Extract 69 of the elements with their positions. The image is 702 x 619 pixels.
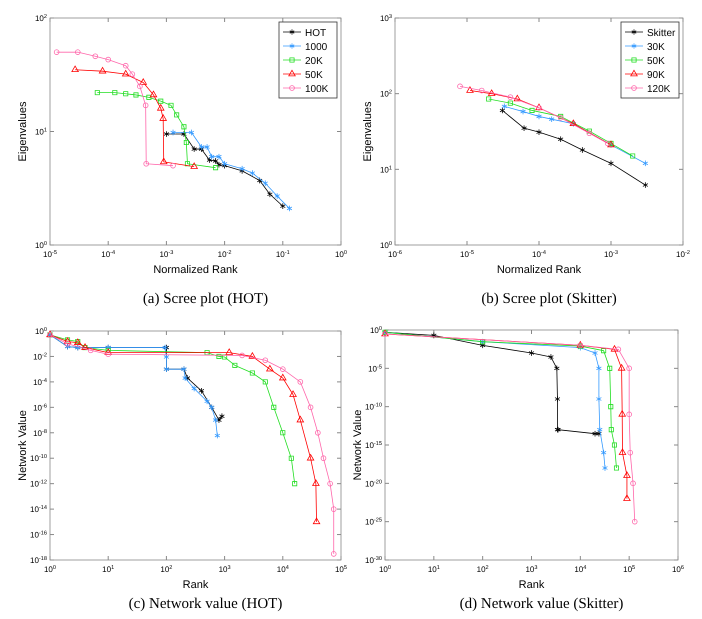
legend-label: 50K	[305, 70, 324, 81]
legend-label: 100K	[305, 84, 329, 95]
x-tick-label: 10$^{-4}$	[532, 250, 546, 259]
legend-label: 20K	[305, 56, 324, 67]
text: (c) Network value (HOT)	[128, 596, 282, 612]
x-axis-title: Rank	[518, 579, 545, 591]
x-tick-label: 10$^{-6}$	[388, 250, 402, 259]
x-tick-label: 10$^{-4}$	[101, 250, 116, 259]
legend-label: 1000	[305, 42, 328, 53]
x-tick-label: 10$^{-1}$	[276, 250, 290, 259]
x-tick-label: 10$^{3}$	[218, 565, 231, 574]
y-tick-label: 10$^{-16}$	[30, 530, 47, 540]
x-tick-label: 10$^{2}$	[476, 565, 489, 574]
x-tick-label: 10$^{-3}$	[604, 250, 618, 259]
y-tick-label: 10$^{-15}$	[365, 441, 382, 450]
y-tick-label: 10$^{-8}$	[33, 428, 47, 438]
legend-label: Skitter	[647, 28, 676, 39]
x-tick-label: 10$^{-5}$	[43, 250, 57, 259]
text: (a) Scree plot (HOT)	[142, 291, 268, 307]
x-tick-label: 10$^{5}$	[623, 565, 636, 574]
legend-label: HOT	[305, 28, 326, 39]
y-tick-label: 10$^{-14}$	[30, 505, 47, 514]
y-tick-label: 10$^{0}$	[380, 241, 392, 250]
y-tick-label: 10$^{-4}$	[33, 378, 47, 387]
x-tick-label: 10$^{2}$	[160, 565, 172, 574]
y-tick-label: 10$^{0}$	[34, 241, 47, 250]
y-axis-title: Eigenvalues	[17, 101, 29, 162]
y-tick-label: 10$^{1}$	[380, 165, 392, 174]
y-tick-label: 10$^{-2}$	[33, 352, 47, 362]
y-tick-label: 10$^{-25}$	[365, 518, 382, 527]
y-tick-label: 10$^{-6}$	[33, 403, 47, 412]
legend-label: 30K	[647, 42, 666, 53]
y-tick-label: 10$^{0}$	[34, 327, 47, 336]
y-axis-title: Network Value	[17, 410, 29, 481]
x-tick-label: 10$^{-3}$	[159, 250, 174, 259]
y-tick-label: 10$^{-20}$	[365, 479, 382, 488]
y-tick-label: 10$^{2}$	[380, 90, 392, 99]
y-tick-label: 10$^{-10}$	[30, 454, 47, 464]
x-tick-label: 10$^{4}$	[574, 565, 586, 574]
y-axis-title: Network Value	[352, 410, 364, 480]
y-tick-label: 10$^{-12}$	[30, 480, 47, 489]
y-tick-label: 10$^{1}$	[34, 128, 47, 136]
x-tick-label: 10$^{-2}$	[218, 250, 232, 259]
legend-label: 90K	[647, 70, 666, 81]
y-tick-label: 10$^{-5}$	[368, 364, 382, 374]
x-tick-label: 10$^{1}$	[102, 565, 114, 574]
y-tick-label: 10$^{-10}$	[365, 402, 382, 412]
y-tick-label: 10$^{0}$	[370, 326, 382, 335]
x-axis-title: Rank	[182, 579, 209, 591]
x-tick-label: 10$^{0}$	[334, 250, 348, 259]
legend-label: 50K	[647, 56, 666, 67]
x-tick-label: 10$^{-5}$	[460, 250, 474, 259]
y-axis-title: Eigenvalues	[362, 101, 374, 162]
text: (d) Network value (Skitter)	[460, 596, 624, 612]
x-tick-label: 10$^{6}$	[672, 565, 684, 574]
x-tick-label: 10$^{1}$	[428, 565, 440, 574]
x-axis-title: Normalized Rank	[496, 264, 582, 276]
x-tick-label: 10$^{5}$	[334, 565, 348, 574]
y-tick-label: 10$^{2}$	[34, 14, 47, 23]
text: (b) Scree plot (Skitter)	[481, 291, 617, 307]
x-tick-label: 10$^{0}$	[44, 565, 56, 574]
legend-label: 120K	[647, 84, 671, 95]
x-tick-label: 10$^{3}$	[525, 565, 538, 574]
x-tick-label: 10$^{-2}$	[676, 250, 690, 259]
y-tick-label: 10$^{-30}$	[365, 556, 382, 565]
x-tick-label: 10$^{4}$	[276, 565, 289, 574]
x-axis-title: Normalized Rank	[153, 264, 238, 276]
y-tick-label: 10$^{3}$	[380, 14, 392, 23]
y-tick-label: 10$^{-18}$	[30, 556, 47, 565]
